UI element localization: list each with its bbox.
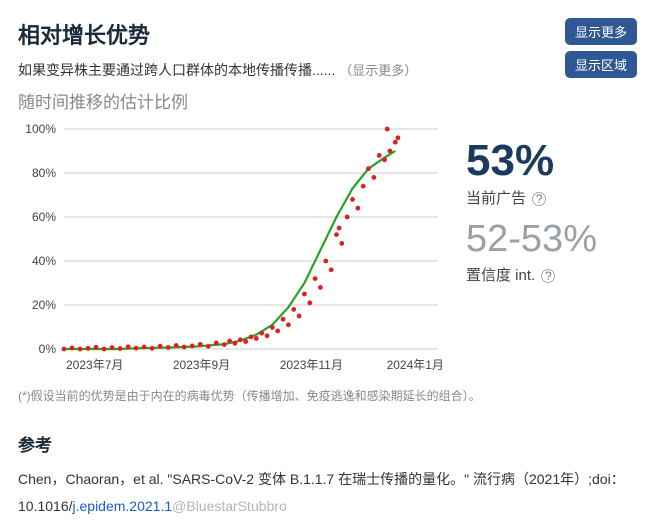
doi-link[interactable]: j.epidem.2021.1	[73, 498, 173, 514]
help-icon[interactable]: ?	[532, 192, 546, 206]
reference-citation: Chen，Chaoran，et al. "SARS-CoV-2 变体 B.1.1…	[18, 466, 637, 519]
svg-text:2024年1月: 2024年1月	[387, 358, 444, 372]
help-icon[interactable]: ?	[541, 269, 555, 283]
svg-text:2023年11月: 2023年11月	[280, 358, 343, 372]
show-region-button[interactable]: 显示区域	[565, 51, 637, 78]
subtitle-line: 如果变异株主要通过跨人口群体的本地传播传播...... （显示更多）	[18, 60, 557, 80]
svg-text:100%: 100%	[25, 122, 56, 136]
svg-text:20%: 20%	[32, 298, 56, 312]
section-title: 相对增长优势	[18, 18, 557, 50]
references-heading: 参考	[18, 431, 637, 456]
show-more-inline[interactable]: （显示更多）	[339, 63, 417, 78]
svg-text:60%: 60%	[32, 210, 56, 224]
current-advantage-label: 当前广告 ?	[466, 187, 637, 208]
svg-text:2023年9月: 2023年9月	[173, 358, 230, 372]
growth-chart: 0% 20% 40% 60% 80% 100% 2023年7月 2023年9月 2023年11月…	[18, 119, 448, 379]
show-more-button[interactable]: 显示更多	[565, 18, 637, 45]
watermark-text: @BluestarStubbro	[172, 498, 287, 514]
confidence-interval-value: 52-53%	[466, 220, 637, 260]
chart-subtitle: 随时间推移的估计比例	[18, 88, 557, 113]
svg-text:80%: 80%	[32, 166, 56, 180]
current-advantage-value: 53%	[466, 139, 637, 183]
footnote: (*)假设当前的优势是由于内在的病毒优势（传播增加、免疫逃逸和感染期延长的组合）…	[18, 387, 637, 405]
confidence-interval-label: 置信度 int. ?	[466, 264, 637, 285]
svg-text:40%: 40%	[32, 254, 56, 268]
svg-text:0%: 0%	[39, 342, 57, 356]
subtitle-text: 如果变异株主要通过跨人口群体的本地传播传播......	[18, 62, 335, 78]
svg-text:2023年7月: 2023年7月	[66, 358, 123, 372]
